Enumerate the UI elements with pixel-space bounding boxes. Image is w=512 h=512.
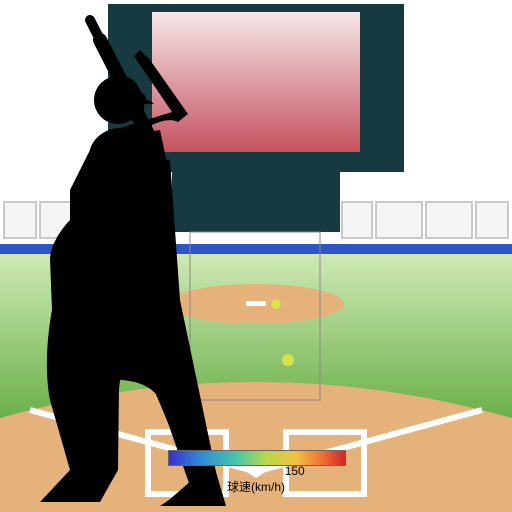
wall-panel [426, 202, 472, 238]
legend-axis-label: 球速(km/h) [227, 478, 285, 495]
scoreboard-screen [152, 12, 360, 152]
wall-panel [4, 202, 36, 238]
wall-panel [342, 202, 372, 238]
pitch-location-chart: 100 150 球速(km/h) [0, 0, 512, 512]
scoreboard-pillar [172, 172, 340, 232]
pitch-marker [271, 299, 281, 309]
pitch-marker [282, 354, 294, 366]
speed-color-legend: 100 150 球速(km/h) [168, 450, 344, 494]
legend-tick-100: 100 [190, 464, 210, 478]
legend-tick-150: 150 [285, 464, 305, 478]
wall-panel [376, 202, 422, 238]
wall-panel [476, 202, 508, 238]
scene-svg [0, 0, 512, 512]
pitching-rubber [246, 301, 266, 306]
